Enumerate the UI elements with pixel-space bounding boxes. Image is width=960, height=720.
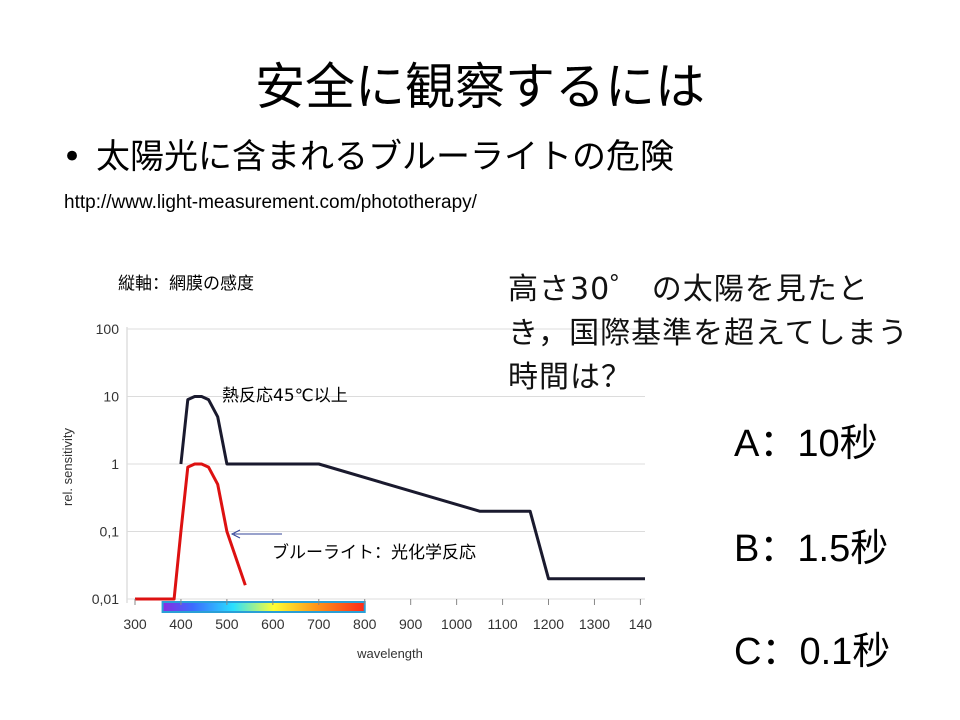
bullet-dot-icon: • (62, 137, 83, 177)
sensitivity-chart: 300 400 500 600 700 800 900 1000 1100 1200 1300 140… (60, 274, 653, 661)
y-tick-label: 0,1 (100, 524, 120, 540)
answer-letter: A (734, 423, 760, 465)
y-tick-label: 100 (96, 321, 120, 337)
visible-spectrum-bar (161, 601, 366, 613)
answer-value: 10秒 (797, 423, 878, 465)
bullet-text: 太陽光に含まれるブルーライトの危険 (96, 137, 674, 177)
x-tick-label: 700 (307, 616, 331, 632)
answer-sep: ： (759, 423, 798, 465)
x-tick-label: 500 (215, 616, 239, 632)
chart-title: 縦軸：網膜の感度 (118, 274, 254, 294)
x-tick-label: 1200 (533, 616, 564, 632)
answer-a: A：10秒 (734, 420, 878, 468)
answer-letter: B (734, 528, 760, 570)
bluelight-hazard-line (135, 462, 247, 601)
x-tick-label: 800 (353, 616, 377, 632)
bullet-item: • 太陽光に含まれるブルーライトの危険 (62, 132, 674, 182)
y-tick-label: 10 (103, 389, 119, 405)
x-tick-label: 140 (629, 616, 653, 632)
y-tick-label: 0,01 (92, 591, 119, 607)
answer-b: B：1.5秒 (734, 525, 888, 573)
bluelight-annotation: ブルーライト：光化学反応 (272, 542, 476, 563)
annotation-arrow (230, 529, 282, 539)
thermal-hazard-line (179, 395, 645, 581)
y-tick-label: 1 (111, 456, 119, 472)
answer-letter: C (734, 631, 762, 673)
heat-annotation: 熱反応45℃以上 (222, 386, 348, 406)
x-tick-label: 600 (261, 616, 285, 632)
x-tick-label: 300 (123, 616, 147, 632)
slide-title: 安全に観察するには (255, 58, 705, 116)
answer-value: 0.1秒 (799, 631, 891, 673)
answer-sep: ： (761, 631, 800, 673)
x-axis-label: wavelength (356, 646, 423, 661)
x-tick-label: 1000 (441, 616, 472, 632)
x-tick-label: 400 (169, 616, 193, 632)
answer-sep: ： (759, 528, 798, 570)
question-text: 高さ30゜ の太陽を見たとき，国際基準を超えてしまう時間は？ (508, 272, 909, 395)
y-axis-label: rel. sensitivity (60, 427, 75, 506)
x-tick-label: 1100 (488, 616, 518, 632)
x-tick-label: 900 (399, 616, 423, 632)
answer-value: 1.5秒 (797, 528, 889, 570)
answer-c: C：0.1秒 (734, 628, 890, 676)
source-url: http://www.light-measurement.com/phototh… (64, 192, 477, 213)
x-tick-label: 1300 (579, 616, 610, 632)
